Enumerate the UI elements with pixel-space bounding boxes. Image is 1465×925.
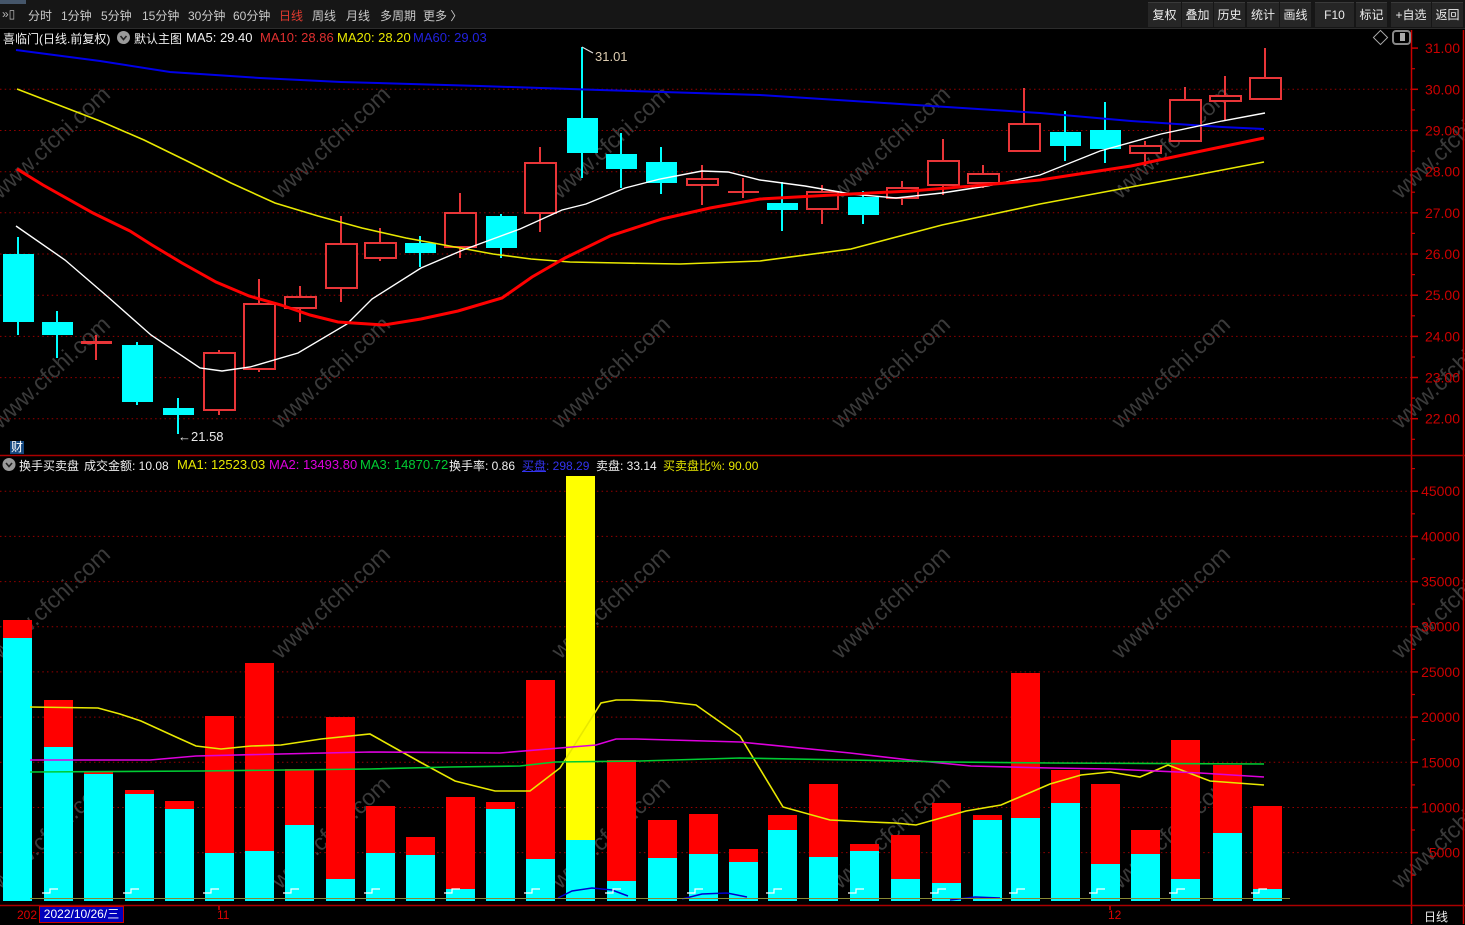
svg-text:www.cfchi.com: www.cfchi.com	[825, 541, 955, 664]
svg-text:www.cfchi.com: www.cfchi.com	[1385, 541, 1465, 664]
svg-text:www.cfchi.com: www.cfchi.com	[0, 81, 115, 204]
svg-text:15000: 15000	[1421, 754, 1460, 770]
svg-text:35000: 35000	[1421, 574, 1460, 590]
svg-text:29.00: 29.00	[1425, 123, 1460, 139]
svg-text:www.cfchi.com: www.cfchi.com	[1105, 311, 1235, 434]
svg-text:20000: 20000	[1421, 709, 1460, 725]
svg-text:22.00: 22.00	[1425, 411, 1460, 427]
svg-text:10000: 10000	[1421, 800, 1460, 816]
svg-text:www.cfchi.com: www.cfchi.com	[265, 541, 395, 664]
svg-text:www.cfchi.com: www.cfchi.com	[265, 81, 395, 204]
svg-text:26.00: 26.00	[1425, 246, 1460, 262]
svg-text:25000: 25000	[1421, 664, 1460, 680]
svg-text:←21.58: ←21.58	[178, 429, 224, 444]
svg-text:31.01: 31.01	[595, 49, 628, 64]
svg-text:28.00: 28.00	[1425, 164, 1460, 180]
svg-text:www.cfchi.com: www.cfchi.com	[545, 541, 675, 664]
svg-text:30.00: 30.00	[1425, 81, 1460, 97]
svg-text:www.cfchi.com: www.cfchi.com	[1385, 771, 1465, 894]
svg-text:24.00: 24.00	[1425, 328, 1460, 344]
svg-text:25.00: 25.00	[1425, 287, 1460, 303]
svg-text:www.cfchi.com: www.cfchi.com	[545, 81, 675, 204]
svg-text:31.00: 31.00	[1425, 40, 1460, 56]
svg-text:30000: 30000	[1421, 619, 1460, 635]
svg-text:www.cfchi.com: www.cfchi.com	[1385, 81, 1465, 204]
svg-text:45000: 45000	[1421, 483, 1460, 499]
svg-text:www.cfchi.com: www.cfchi.com	[545, 311, 675, 434]
svg-text:40000: 40000	[1421, 528, 1460, 544]
svg-text:www.cfchi.com: www.cfchi.com	[825, 311, 955, 434]
svg-text:5000: 5000	[1429, 845, 1460, 861]
svg-text:www.cfchi.com: www.cfchi.com	[1105, 541, 1235, 664]
svg-text:27.00: 27.00	[1425, 205, 1460, 221]
svg-text:23.00: 23.00	[1425, 370, 1460, 386]
svg-text:www.cfchi.com: www.cfchi.com	[265, 311, 395, 434]
